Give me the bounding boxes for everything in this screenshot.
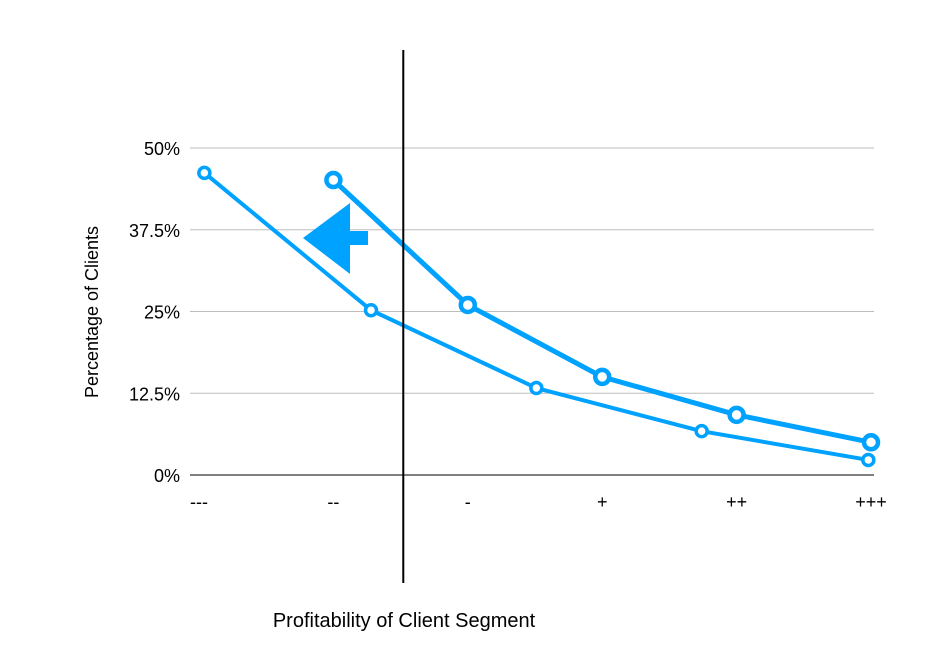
data-point (458, 295, 478, 315)
data-point (529, 380, 544, 396)
series-line-shifted (203, 171, 869, 462)
data-point (592, 367, 612, 387)
x-tick-label: - (465, 492, 471, 512)
x-tick-label: + (597, 492, 608, 512)
x-tick-label: +++ (855, 492, 887, 512)
data-point (363, 302, 379, 318)
x-tick-label: -- (327, 492, 339, 512)
data-point (197, 165, 212, 181)
x-tick-label: ++ (726, 492, 747, 512)
data-point (324, 170, 343, 190)
y-axis-label: Percentage of Clients (82, 226, 102, 398)
x-axis-label: Profitability of Client Segment (273, 610, 536, 632)
y-tick-label: 37.5% (129, 221, 180, 241)
y-tick-label: 12.5% (129, 384, 180, 404)
data-point (694, 423, 709, 439)
y-tick-label: 25% (144, 303, 180, 323)
data-point (727, 405, 746, 425)
x-tick-label: --- (190, 492, 208, 512)
left-arrow-icon (303, 203, 368, 274)
data-point (861, 452, 876, 468)
y-tick-label: 0% (154, 466, 180, 486)
y-tick-label: 50% (144, 139, 180, 159)
data-point (861, 433, 881, 452)
